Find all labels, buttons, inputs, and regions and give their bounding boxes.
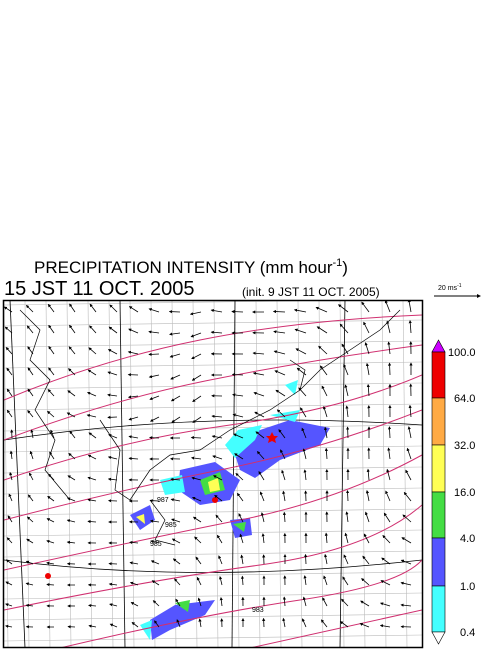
colorbar-bin [432,492,445,538]
contour-label: 987 [157,497,169,504]
colorbar-label: 4.0 [460,533,475,545]
map-area: 987 985 985 983 [4,299,422,648]
colorbar-under [432,632,445,644]
colorbar-bin [432,352,445,398]
colorbar-label: 32.0 [454,440,475,452]
colorbar-label: 100.0 [448,347,476,359]
title: PRECIPITATION INTENSITY (mm hour-1) [34,257,348,277]
wind-arrow [47,584,54,585]
colorbar-labels: 100.0 64.0 32.0 16.0 4.0 1.0 0.4 [448,347,476,639]
reference-vector-label: 20 ms-1 [438,283,462,292]
title-exponent: -1 [332,257,342,269]
valid-time: 15 JST 11 OCT. 2005 [4,278,194,300]
init-time: (init. 9 JST 11 OCT. 2005) [242,285,380,299]
colorbar-over [432,340,445,352]
reference-vector-text: 20 ms [438,285,458,292]
title-close: ) [342,258,348,277]
colorbar-label: 1.0 [460,581,475,593]
colorbar-bin [432,586,445,632]
title-text: PRECIPITATION INTENSITY (mm hour [34,258,333,277]
contour-label: 983 [252,607,264,614]
contour-label: 985 [150,541,162,548]
colorbar [432,340,445,644]
colorbar-label: 0.4 [460,627,475,639]
wind-arrow [347,491,348,501]
contour-label: 985 [165,522,177,529]
colorbar-bin [432,445,445,492]
colorbar-bin [432,538,445,586]
reference-vector-exponent: -1 [457,283,462,289]
wind-arrow [233,374,243,375]
colorbar-label: 64.0 [454,393,475,405]
colorbar-bin [432,398,445,445]
colorbar-label: 16.0 [454,487,475,499]
